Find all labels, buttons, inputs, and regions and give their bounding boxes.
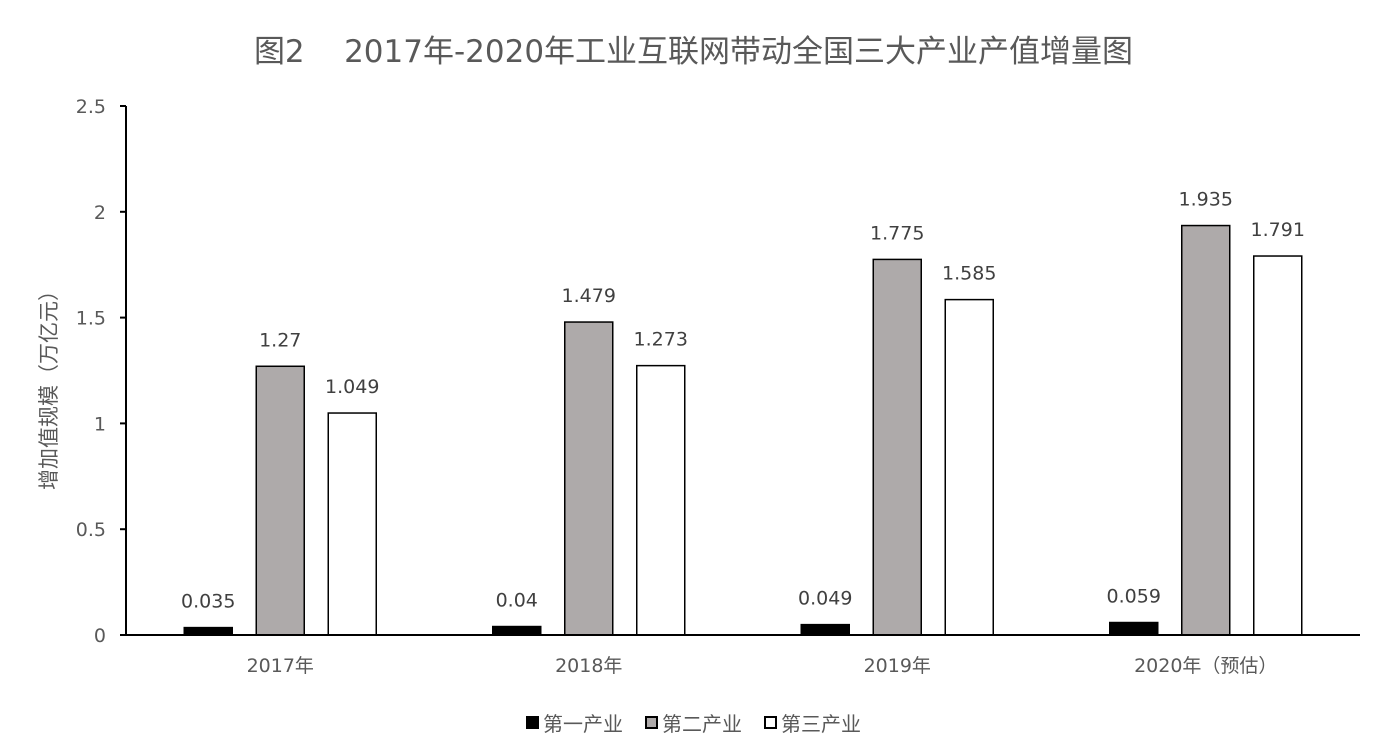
x-tick-label: 2018年: [555, 655, 622, 677]
legend-swatch: [645, 716, 658, 729]
chart-title: 图2 2017年-2020年工业互联网带动全国三大产业产值增量图: [253, 34, 1134, 70]
x-tick-label: 2017年: [247, 655, 314, 677]
legend-label: 第二产业: [662, 712, 742, 736]
x-tick-label: 2020年（预估）: [1134, 655, 1277, 677]
data-label: 1.775: [870, 222, 924, 244]
data-label: 1.27: [259, 329, 301, 351]
data-label: 1.791: [1251, 219, 1305, 241]
legend-item-tertiary: 第三产业: [764, 708, 861, 737]
legend-swatch: [764, 716, 777, 729]
data-label: 0.035: [181, 591, 235, 613]
y-tick-label: 2: [94, 202, 106, 224]
bar-2-2: [564, 321, 614, 636]
bar-3-3: [944, 298, 994, 636]
bar-1-2: [492, 625, 542, 636]
bar-1-4: [1109, 621, 1159, 636]
data-label: 1.935: [1179, 189, 1233, 211]
bar-2-3: [872, 258, 922, 636]
bar-2-1: [255, 365, 305, 636]
data-label: 1.273: [634, 329, 688, 351]
bar-1-1: [183, 626, 233, 636]
legend-item-secondary: 第二产业: [645, 708, 742, 737]
data-label: 0.049: [798, 588, 852, 610]
bar-3-1: [327, 412, 377, 636]
bar-1-3: [800, 623, 850, 636]
data-label: 1.049: [325, 376, 379, 398]
bar-3-4: [1253, 255, 1303, 636]
data-label: 0.059: [1107, 586, 1161, 608]
y-tick-label: 0: [94, 625, 106, 647]
y-tick-label: 2.5: [76, 96, 106, 118]
y-tick-label: 0.5: [76, 519, 106, 541]
legend-label: 第三产业: [781, 712, 861, 736]
y-tick-label: 1.5: [76, 308, 106, 330]
legend-item-primary: 第一产业: [526, 708, 623, 737]
data-label: 1.585: [942, 263, 996, 285]
legend-label: 第一产业: [543, 712, 623, 736]
data-label: 1.479: [562, 285, 616, 307]
bar-2-4: [1181, 224, 1231, 636]
legend: 第一产业 第二产业 第三产业: [0, 708, 1387, 737]
y-tick-label: 1: [94, 413, 106, 435]
legend-swatch: [526, 716, 539, 729]
x-tick-label: 2019年: [864, 655, 931, 677]
data-label: 0.04: [496, 590, 538, 612]
bar-3-2: [636, 364, 686, 636]
